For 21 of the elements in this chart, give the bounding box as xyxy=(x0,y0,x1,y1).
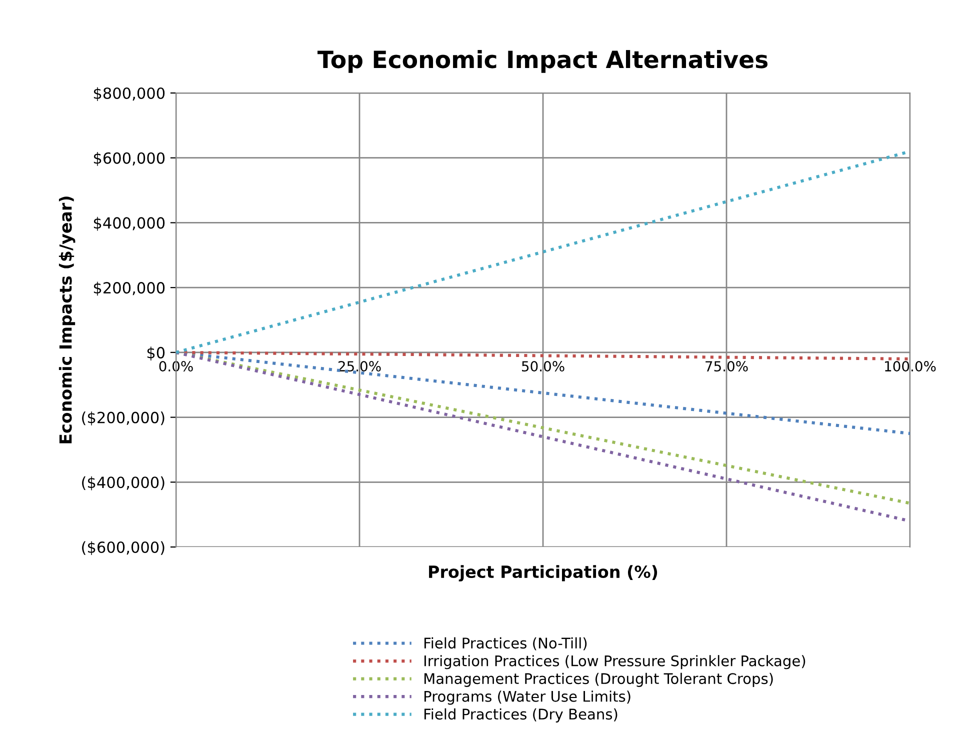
x-tick-label: 50.0% xyxy=(522,361,564,372)
y-tick-label: ($400,000) xyxy=(82,476,164,490)
legend-label: Programs (Water Use Limits) xyxy=(424,690,630,705)
legend-label: Irrigation Practices (Low Pressure Sprinkler Package) xyxy=(424,655,806,670)
x-tick-label: 100.0% xyxy=(885,361,936,372)
y-tick-label: $400,000 xyxy=(94,216,165,231)
y-tick-label: $0 xyxy=(147,346,165,360)
y-tick-label: $200,000 xyxy=(94,282,165,296)
y-tick-label: $800,000 xyxy=(94,87,165,102)
x-tick-label: 75.0% xyxy=(706,361,748,372)
x-tick-label: 25.0% xyxy=(338,361,381,372)
legend-label: Field Practices (Dry Beans) xyxy=(424,708,618,722)
y-axis-title: Economic Impacts ($/year) xyxy=(58,196,76,444)
legend-label: Management Practices (Drought Tolerant Crops) xyxy=(424,672,773,687)
x-tick-label: 0.0% xyxy=(159,361,193,372)
x-axis-title: Project Participation (%) xyxy=(429,565,658,582)
legend-label: Field Practices (No-Till) xyxy=(424,637,587,650)
y-tick-label: $600,000 xyxy=(94,152,165,166)
chart-title: Top Economic Impact Alternatives xyxy=(318,50,768,73)
y-tick-label: ($600,000) xyxy=(82,541,164,556)
y-tick-label: ($200,000) xyxy=(82,411,164,426)
